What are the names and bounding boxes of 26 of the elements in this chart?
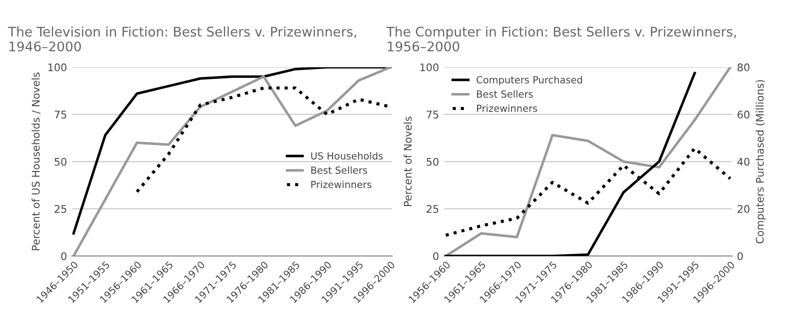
- y-tick-label: 0: [61, 252, 66, 260]
- y-axis-title: Percent of US Households / Novels: [32, 72, 40, 250]
- y-tick-label: 75: [426, 110, 438, 119]
- y-tick-label: 25: [426, 205, 438, 213]
- y-axis-title: Percent of Novels: [404, 116, 412, 206]
- y-tick-label: 75: [54, 110, 66, 119]
- legend-label: Computers Purchased: [476, 76, 582, 86]
- y-tick-label: 100: [420, 63, 438, 72]
- y2-axis-title: Computers Purchased (Millions): [756, 80, 766, 244]
- y2-tick-label: 80: [738, 63, 750, 72]
- y2-tick-label: 20: [738, 205, 750, 213]
- legend-label: Best Sellers: [311, 166, 368, 174]
- y2-tick-label: 40: [737, 158, 750, 166]
- legend-label: Prizewinners: [477, 104, 538, 112]
- legend-label: Best Sellers: [477, 90, 533, 98]
- y-tick-label: 50: [426, 158, 438, 166]
- chart-title: The Television in Fiction: Best Sellers v. Prizewinners, 1946–2000: [8, 26, 356, 52]
- legend-label: Prizewinners: [311, 180, 372, 188]
- legend-label: US Households: [311, 152, 383, 160]
- y2-tick-label: 60: [738, 110, 750, 119]
- y2-tick-label: 0: [738, 252, 743, 260]
- y-tick-label: 100: [48, 63, 66, 72]
- y-tick-label: 25: [54, 205, 66, 213]
- y-tick-label: 0: [433, 252, 438, 260]
- chart-title: The Computer in Fiction: Best Sellers v. Prizewinners, 1956–2000: [386, 26, 736, 52]
- y-tick-label: 50: [54, 158, 66, 166]
